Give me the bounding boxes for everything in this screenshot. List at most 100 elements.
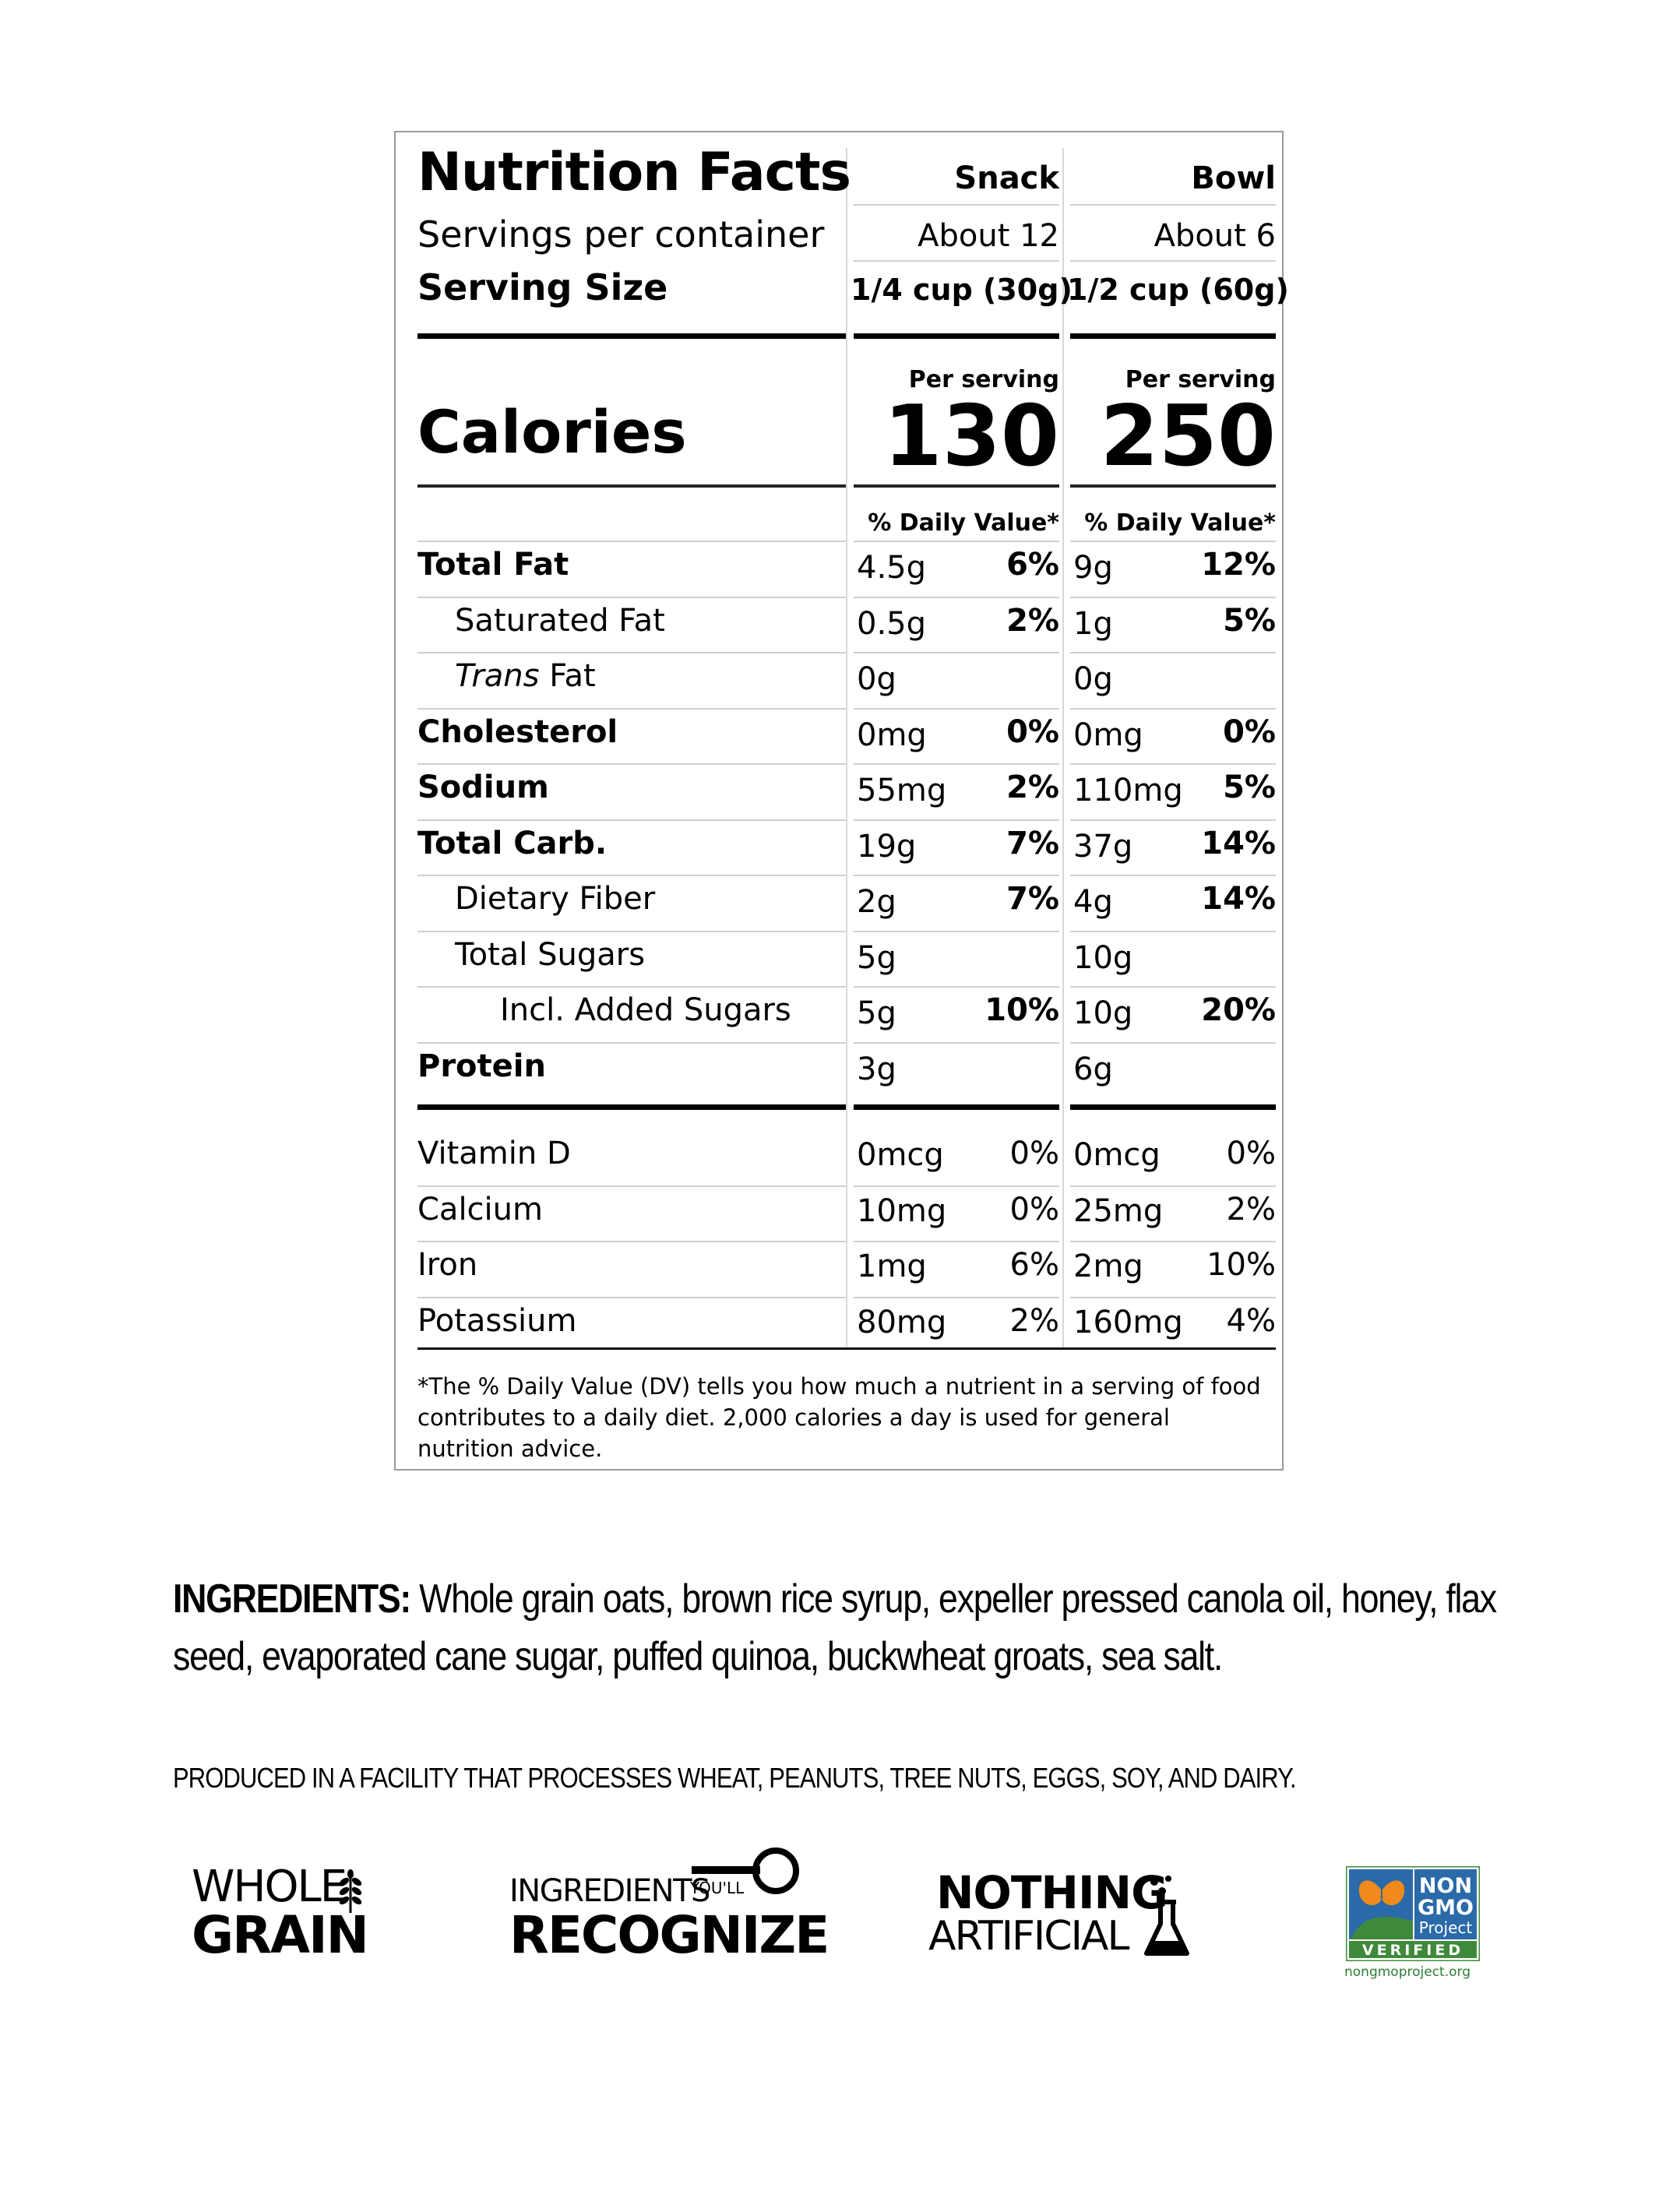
- column-separator: [1062, 148, 1064, 1347]
- recognize-badge-bottom: RECOGNIZE: [509, 1905, 830, 1965]
- snack-amount: 0mg: [857, 717, 927, 753]
- bowl-percent-dv: 0%: [1226, 1136, 1276, 1171]
- snack-amount: 2g: [857, 884, 896, 920]
- servings-bowl: About 6: [1154, 218, 1276, 254]
- bowl-percent-dv: 20%: [1201, 992, 1276, 1028]
- snack-amount: 4.5g: [857, 550, 927, 586]
- snack-amount: 10mg: [857, 1192, 947, 1229]
- bowl-percent-dv: 14%: [1201, 881, 1276, 917]
- bowl-percent-dv: 12%: [1201, 547, 1276, 583]
- snack-percent-dv: 2%: [1009, 1302, 1059, 1339]
- ingredients-text: Whole grain oats, brown rice syrup, expe…: [173, 1576, 1497, 1679]
- snack-amount: 0mcg: [857, 1137, 944, 1173]
- vitamin-label: Calcium: [417, 1191, 543, 1228]
- column-header-bowl: Bowl: [1191, 160, 1276, 196]
- snack-percent-dv: 0%: [1009, 1191, 1059, 1228]
- snack-amount: 5g: [857, 939, 896, 976]
- snack-amount: 0.5g: [857, 605, 927, 642]
- snack-percent-dv: 7%: [1006, 825, 1059, 861]
- per-serving-bowl: Per serving: [1125, 366, 1276, 393]
- nutrient-label: Total Fat: [417, 547, 569, 583]
- calories-snack: 130: [883, 388, 1059, 485]
- snack-amount: 80mg: [857, 1304, 947, 1340]
- allergen-statement: PRODUCED IN A FACILITY THAT PROCESSES WH…: [173, 1762, 1297, 1794]
- bowl-amount: 0mg: [1073, 717, 1143, 753]
- snack-percent-dv: 2%: [1006, 770, 1059, 805]
- nutrient-label: Dietary Fiber: [455, 881, 656, 917]
- snack-percent-dv: 6%: [1009, 1247, 1059, 1283]
- non-gmo-url: nongmoproject.org: [1344, 1964, 1471, 1980]
- bowl-amount: 9g: [1073, 550, 1113, 586]
- bowl-amount: 37g: [1073, 828, 1133, 865]
- bowl-amount: 0g: [1073, 661, 1113, 697]
- non-gmo-verified-logo: NON GMO Project VERIFIED: [1346, 1866, 1480, 1961]
- svg-text:VERIFIED: VERIFIED: [1362, 1942, 1464, 1959]
- nutrient-label: Incl. Added Sugars: [500, 992, 791, 1028]
- snack-amount: 1mg: [857, 1249, 927, 1284]
- panel-title: Nutrition Facts: [417, 142, 851, 203]
- servings-snack: About 12: [918, 218, 1059, 254]
- bowl-amount: 6g: [1073, 1051, 1113, 1087]
- recognize-badge-top: INGREDIENTS: [509, 1873, 710, 1909]
- nutrient-label: Protein: [417, 1048, 546, 1084]
- vitamin-label: Potassium: [417, 1302, 577, 1339]
- vitamin-label: Iron: [417, 1247, 478, 1283]
- snack-percent-dv: 0%: [1006, 713, 1059, 750]
- nutrition-facts-panel: Nutrition Facts Snack Bowl Servings per …: [394, 131, 1289, 1471]
- calories-bowl: 250: [1100, 388, 1276, 485]
- bowl-amount: 110mg: [1073, 773, 1183, 808]
- per-serving-snack: Per serving: [908, 366, 1059, 393]
- nutrient-label: Total Sugars: [455, 936, 646, 973]
- bowl-percent-dv: 2%: [1226, 1191, 1276, 1228]
- daily-value-header-bowl: % Daily Value*: [1084, 509, 1276, 537]
- svg-text:GMO: GMO: [1418, 1896, 1474, 1920]
- snack-amount: 55mg: [857, 773, 947, 808]
- nothing-artificial-badge-bottom: ARTIFICIAL: [928, 1913, 1129, 1960]
- snack-amount: 0g: [857, 661, 896, 697]
- snack-percent-dv: 7%: [1006, 881, 1059, 917]
- wheat-icon: [339, 1869, 362, 1913]
- bowl-percent-dv: 10%: [1206, 1247, 1276, 1283]
- bowl-amount: 160mg: [1073, 1304, 1183, 1340]
- snack-percent-dv: 6%: [1006, 547, 1059, 583]
- vitamin-label: Vitamin D: [417, 1136, 571, 1171]
- bowl-amount: 0mcg: [1073, 1137, 1161, 1173]
- serving-size-label: Serving Size: [417, 266, 668, 308]
- bowl-amount: 10g: [1073, 939, 1133, 976]
- snack-percent-dv: 0%: [1009, 1136, 1059, 1171]
- column-separator: [846, 148, 847, 1347]
- bowl-amount: 10g: [1073, 995, 1133, 1031]
- daily-value-header-snack: % Daily Value*: [868, 509, 1059, 537]
- snack-percent-dv: 2%: [1006, 602, 1059, 639]
- whole-grain-badge-top: WHOLE: [192, 1862, 347, 1912]
- daily-value-footnote: *The % Daily Value (DV) tells you how mu…: [417, 1373, 1261, 1462]
- bowl-percent-dv: 4%: [1226, 1302, 1276, 1339]
- snack-amount: 19g: [857, 828, 917, 865]
- ingredients-statement: INGREDIENTS: Whole grain oats, brown ric…: [173, 1570, 1513, 1685]
- bowl-percent-dv: 0%: [1223, 713, 1276, 750]
- svg-text:NON: NON: [1419, 1874, 1472, 1898]
- recognize-badge-small: YOU'LL: [690, 1879, 745, 1897]
- servings-label: Servings per container: [417, 213, 825, 255]
- serving-size-bowl: 1/2 cup (60g): [1067, 273, 1289, 307]
- bowl-percent-dv: 5%: [1223, 770, 1276, 805]
- nutrient-label: Trans Fat: [455, 658, 596, 694]
- ingredients-label: INGREDIENTS:: [173, 1576, 411, 1622]
- bowl-amount: 2mg: [1073, 1249, 1143, 1284]
- nutrient-label: Total Carb.: [417, 825, 608, 861]
- whole-grain-badge-bottom: GRAIN: [192, 1905, 369, 1965]
- snack-amount: 5g: [857, 995, 896, 1031]
- nothing-artificial-badge-top: NOTHING: [936, 1866, 1168, 1919]
- bowl-amount: 25mg: [1073, 1192, 1164, 1229]
- bowl-percent-dv: 5%: [1223, 602, 1276, 639]
- magnifier-icon: [692, 1847, 799, 1894]
- serving-size-snack: 1/4 cup (30g): [851, 273, 1073, 307]
- column-header-snack: Snack: [954, 160, 1059, 196]
- nutrient-label: Sodium: [417, 770, 549, 805]
- nutrient-label-italic: Trans: [455, 658, 540, 694]
- nutrient-label: Saturated Fat: [455, 602, 665, 639]
- bowl-amount: 1g: [1073, 605, 1113, 642]
- flask-icon: [1144, 1876, 1189, 1956]
- nutrient-label-rest: Fat: [539, 658, 596, 694]
- calories-label: Calories: [417, 397, 687, 467]
